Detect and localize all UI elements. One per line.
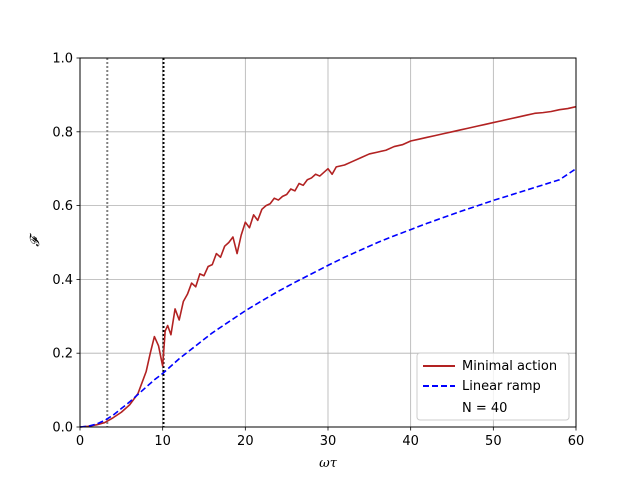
x-tick-label: 0 <box>76 434 84 449</box>
axis-ticks: 0 10 20 30 40 50 60 0.0 0.2 0.4 0.6 0.8 1.0 <box>52 52 584 450</box>
x-tick-label: 50 <box>485 434 502 449</box>
y-tick-label: 1.0 <box>52 52 73 67</box>
legend-label-minimal-action: Minimal action <box>462 359 557 374</box>
x-tick-label: 60 <box>568 434 585 449</box>
x-tick-label: 30 <box>320 434 337 449</box>
y-tick-label: 0.6 <box>52 199 73 214</box>
legend: Minimal action Linear ramp N = 40 <box>416 352 570 421</box>
series-lines <box>79 105 577 428</box>
y-tick-label: 0.8 <box>52 125 73 140</box>
x-tick-label: 10 <box>154 434 171 449</box>
x-tick-label: 20 <box>237 434 254 449</box>
reference-lines <box>106 58 165 427</box>
y-tick-label: 0.2 <box>52 347 73 362</box>
x-axis-label: ωτ <box>319 456 338 471</box>
y-tick-label: 0.4 <box>52 273 73 288</box>
x-tick-label: 40 <box>402 434 419 449</box>
legend-note: N = 40 <box>462 401 507 416</box>
legend-box <box>416 352 570 421</box>
series-line-minimal-action <box>79 105 577 428</box>
series-line-linear-ramp <box>79 168 577 428</box>
y-tick-label: 0.0 <box>52 421 73 436</box>
legend-label-linear-ramp: Linear ramp <box>462 379 541 394</box>
